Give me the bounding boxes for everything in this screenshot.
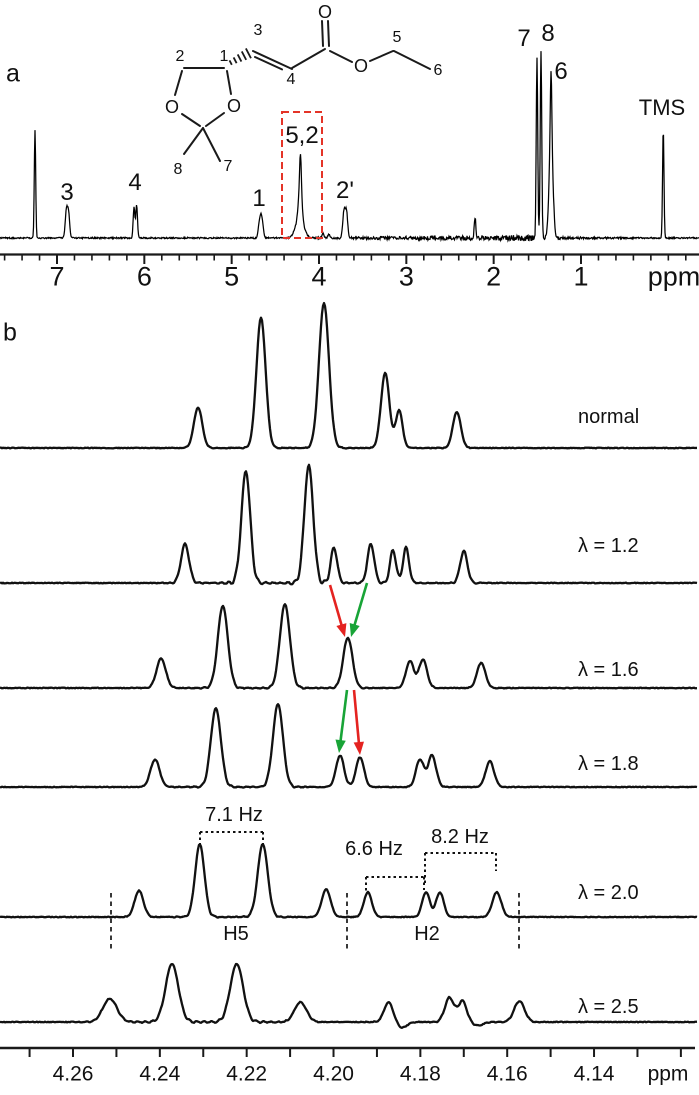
peak-label-8: 8 — [541, 20, 555, 47]
structure-hash-wedge — [245, 48, 252, 59]
trace-label-1: λ = 1.2 — [578, 535, 639, 557]
structure-bond — [202, 127, 221, 162]
trace-label-4: λ = 2.0 — [578, 882, 639, 904]
arrow-head-2 — [335, 739, 346, 753]
trace-label-0: normal — [578, 406, 640, 428]
trace-path-3 — [0, 703, 698, 789]
peak-label-52: 5,2 — [285, 122, 319, 149]
panel-b-axis-tick-label: 4.18 — [399, 1062, 441, 1086]
structure-bond — [181, 113, 201, 127]
atom-label-5: 5 — [392, 29, 402, 46]
peak-label-7: 7 — [517, 25, 531, 52]
atom-label-8: 8 — [173, 161, 183, 178]
panel-b-axis-unit-label: ppm — [647, 1062, 689, 1086]
highlight-box-5-2 — [281, 111, 323, 239]
panel-b-axis-tick-label: 4.16 — [486, 1062, 528, 1086]
structure-bond — [205, 112, 225, 127]
trace-path-2 — [0, 603, 698, 690]
atom-label-3: 3 — [253, 22, 263, 39]
structure-hash-wedge — [240, 51, 247, 61]
coupling-label-2: 8.2 Hz — [431, 826, 489, 848]
panel-b-label: b — [3, 318, 17, 347]
panel-b-axis-tick-label: 4.20 — [313, 1062, 354, 1086]
panel-a-axis-tick-label: 3 — [398, 261, 414, 292]
peak-label-1: 1 — [252, 185, 266, 212]
peak-label-TMS: TMS — [638, 95, 686, 120]
panel-a-spectrum-trace — [0, 51, 699, 243]
atom-label-O: O — [164, 97, 180, 117]
atom-label-4: 4 — [286, 71, 296, 88]
structure-bond — [369, 50, 394, 62]
panel-b-axis-tick-label: 4.26 — [52, 1062, 94, 1086]
structure-hash-wedge — [228, 59, 233, 66]
trace-path-0 — [0, 301, 698, 450]
panel-a-axis-tick-label: 5 — [224, 261, 240, 292]
atom-label-O: O — [353, 56, 369, 76]
trace-label-5: λ = 2.5 — [578, 996, 639, 1018]
trace-path-5 — [0, 962, 698, 1029]
structure-bond — [291, 48, 326, 69]
arrow-head-3 — [353, 741, 364, 755]
atom-label-6: 6 — [433, 62, 443, 79]
structure-bond — [254, 56, 283, 71]
arrow-shaft-0 — [328, 584, 344, 628]
structure-bond — [393, 50, 431, 70]
atom-label-7: 7 — [223, 158, 233, 175]
panel-b-axis-tick-label: 4.14 — [573, 1062, 615, 1086]
panel-a-label: a — [6, 59, 20, 88]
atom-label-O: O — [317, 2, 333, 22]
panel-a-axis-tick-label: 7 — [49, 261, 65, 292]
structure-hash-wedge — [236, 54, 243, 62]
coupling-label-1: 6.6 Hz — [345, 838, 403, 860]
structure-bond — [183, 127, 204, 155]
atom-label-1: 1 — [219, 48, 229, 65]
panel-a-axis-tick-label: 1 — [573, 261, 589, 292]
arrow-shaft-2 — [338, 689, 349, 744]
structure-bond — [174, 70, 183, 96]
structure-bond — [329, 50, 353, 63]
atom-label-2: 2 — [175, 48, 185, 65]
structure-hash-wedge — [232, 56, 238, 64]
trace-label-3: λ = 1.8 — [578, 753, 639, 775]
panel-b-axis-tick-label: 4.24 — [139, 1062, 181, 1086]
peak-label-2: 2' — [336, 177, 354, 204]
peak-label-4: 4 — [128, 169, 142, 196]
trace-path-4 — [0, 843, 698, 919]
structure-bond — [226, 70, 232, 95]
panel-a-axis-unit-label: ppm — [647, 261, 699, 292]
panel-b-axis-tick-label: 4.22 — [226, 1062, 268, 1086]
peak-label-3: 3 — [60, 179, 74, 206]
arrow-shaft-3 — [352, 689, 361, 746]
peak-label-6: 6 — [554, 58, 568, 85]
panel-a-axis-tick-label: 4 — [311, 261, 327, 292]
multiplet-label-H2: H2 — [414, 923, 440, 945]
multiplet-label-H5: H5 — [223, 923, 249, 945]
arrow-head-0 — [336, 623, 347, 637]
structure-bond — [321, 20, 324, 47]
atom-label-O: O — [226, 96, 242, 116]
structure-bond — [327, 20, 330, 47]
trace-path-1 — [0, 463, 698, 586]
arrow-shaft-1 — [352, 582, 369, 628]
coupling-label-0: 7.1 Hz — [205, 804, 263, 826]
trace-label-2: λ = 1.6 — [578, 659, 639, 681]
structure-bond — [252, 50, 293, 70]
panel-a-axis-tick-label: 6 — [136, 261, 152, 292]
panel-a-axis-tick-label: 2 — [486, 261, 502, 292]
arrow-head-1 — [349, 623, 360, 637]
